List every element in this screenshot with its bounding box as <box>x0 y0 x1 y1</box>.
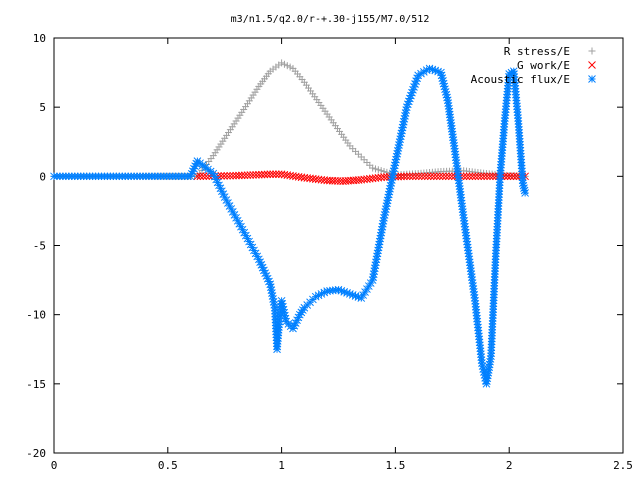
data-point <box>480 172 489 181</box>
data-point <box>380 213 388 222</box>
data-point <box>263 170 272 179</box>
data-point <box>257 170 266 179</box>
legend-label: Acoustic flux/E <box>471 73 570 86</box>
data-point <box>278 59 286 67</box>
data-point <box>402 172 411 181</box>
x-tick-label: 0 <box>51 459 58 472</box>
data-point <box>423 172 432 181</box>
data-point <box>462 172 471 181</box>
data-point <box>223 171 232 180</box>
data-point <box>432 172 441 181</box>
data-point <box>468 172 477 181</box>
data-point <box>269 170 277 179</box>
legend-marker <box>588 47 596 55</box>
data-point <box>397 172 405 181</box>
data-point <box>435 172 444 181</box>
data-point <box>483 172 491 181</box>
data-point <box>377 167 385 175</box>
y-tick-label: -15 <box>26 378 46 391</box>
data-point <box>283 62 291 70</box>
data-point <box>389 167 398 176</box>
data-point <box>414 172 423 181</box>
data-point <box>380 173 388 181</box>
data-point <box>447 172 456 181</box>
x-tick-label: 2.5 <box>613 459 633 472</box>
data-point <box>465 172 474 181</box>
data-point <box>429 172 438 181</box>
y-tick-label: 0 <box>39 170 46 183</box>
data-point <box>235 171 243 180</box>
data-point <box>420 172 429 181</box>
data-point <box>509 172 518 181</box>
y-tick-label: -10 <box>26 309 46 322</box>
data-point <box>272 170 280 179</box>
data-point <box>280 60 288 68</box>
data-point <box>399 120 408 129</box>
data-point <box>260 170 269 179</box>
legend-label: R stress/E <box>504 45 570 58</box>
series-2 <box>50 64 529 388</box>
y-tick-label: -5 <box>33 240 46 253</box>
data-point <box>217 172 226 180</box>
data-point <box>506 172 515 181</box>
data-point <box>286 63 294 71</box>
data-point <box>411 172 420 181</box>
data-point <box>390 161 399 170</box>
y-tick-label: -20 <box>26 447 46 460</box>
data-point <box>254 170 263 179</box>
data-point <box>486 172 494 181</box>
data-point <box>474 172 483 181</box>
data-point <box>521 189 529 197</box>
data-point <box>417 172 426 181</box>
data-point <box>237 171 246 180</box>
data-point <box>384 193 393 202</box>
data-point <box>438 172 447 181</box>
data-point <box>243 171 252 180</box>
plot-frame <box>53 37 624 454</box>
data-point <box>369 164 377 172</box>
legend-marker <box>588 75 596 83</box>
data-point <box>405 172 414 181</box>
data-point <box>249 171 258 179</box>
x-tick-label: 1 <box>278 459 285 472</box>
legend-marker <box>588 61 596 69</box>
x-tick-label: 2 <box>506 459 513 472</box>
data-point <box>503 172 512 181</box>
data-point <box>444 172 453 181</box>
chart-title: m3/n1.5/q2.0/r-+.30-j155/M7.0/512 <box>231 14 430 25</box>
data-point <box>229 171 237 180</box>
data-point <box>220 172 229 180</box>
data-point <box>232 171 240 180</box>
x-tick-label: 1.5 <box>385 459 405 472</box>
data-point <box>383 173 391 181</box>
legend-label: G work/E <box>517 59 570 72</box>
data-point <box>371 165 379 173</box>
data-point <box>489 172 497 181</box>
data-point <box>408 172 417 181</box>
data-point <box>240 171 249 180</box>
data-point <box>471 172 480 181</box>
data-point <box>266 170 275 179</box>
data-point <box>374 166 382 174</box>
data-point <box>426 172 435 181</box>
data-point <box>389 170 397 179</box>
data-point <box>401 112 409 120</box>
data-point <box>400 172 408 181</box>
y-tick-label: 10 <box>33 32 46 45</box>
data-point <box>246 171 255 179</box>
data-point <box>441 172 450 181</box>
data-point <box>226 171 234 180</box>
data-point <box>252 170 260 179</box>
data-point <box>199 172 208 181</box>
data-point <box>196 172 205 181</box>
y-tick-label: 5 <box>39 101 46 114</box>
data-point <box>477 172 486 181</box>
x-tick-label: 0.5 <box>158 459 178 472</box>
series-1 <box>193 170 529 186</box>
